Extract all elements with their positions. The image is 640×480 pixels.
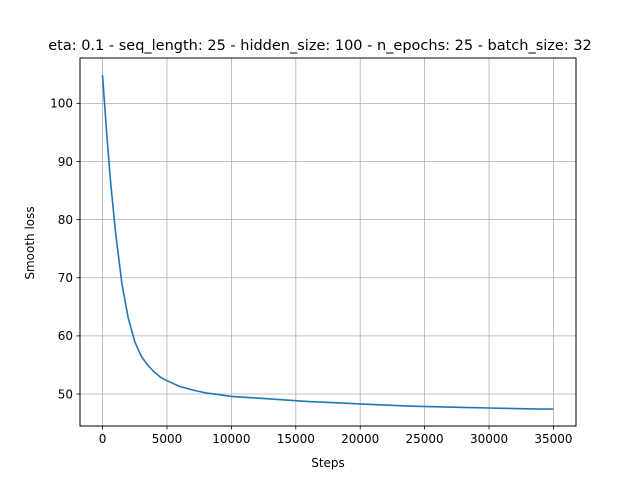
chart-title: eta: 0.1 - seq_length: 25 - hidden_size:…: [48, 38, 592, 54]
y-tick-label: 70: [58, 271, 73, 285]
x-tick-label: 25000: [406, 432, 444, 446]
x-tick-label: 10000: [212, 432, 250, 446]
x-tick-label: 5000: [152, 432, 183, 446]
y-tick-label: 60: [58, 329, 73, 343]
x-tick-label: 15000: [277, 432, 315, 446]
y-tick-label: 50: [58, 387, 73, 401]
grid-lines: [80, 58, 576, 426]
x-axis-label: Steps: [311, 456, 345, 470]
x-tick-label: 0: [99, 432, 107, 446]
x-tick-label: 35000: [534, 432, 572, 446]
y-tick-label: 100: [50, 97, 73, 111]
x-tick-label: 20000: [341, 432, 379, 446]
y-tick-label: 80: [58, 213, 73, 227]
x-tick-label: 30000: [470, 432, 508, 446]
y-tick-label: 90: [58, 155, 73, 169]
axes-frame: [79, 57, 577, 427]
series-group: [101, 74, 554, 410]
axis-ticks: 0 5000 10000 15000 20000 25000 30000 35000 50 60 7…: [50, 97, 572, 446]
loss-series-line: [101, 74, 554, 410]
y-axis-label: Smooth loss: [23, 206, 37, 279]
